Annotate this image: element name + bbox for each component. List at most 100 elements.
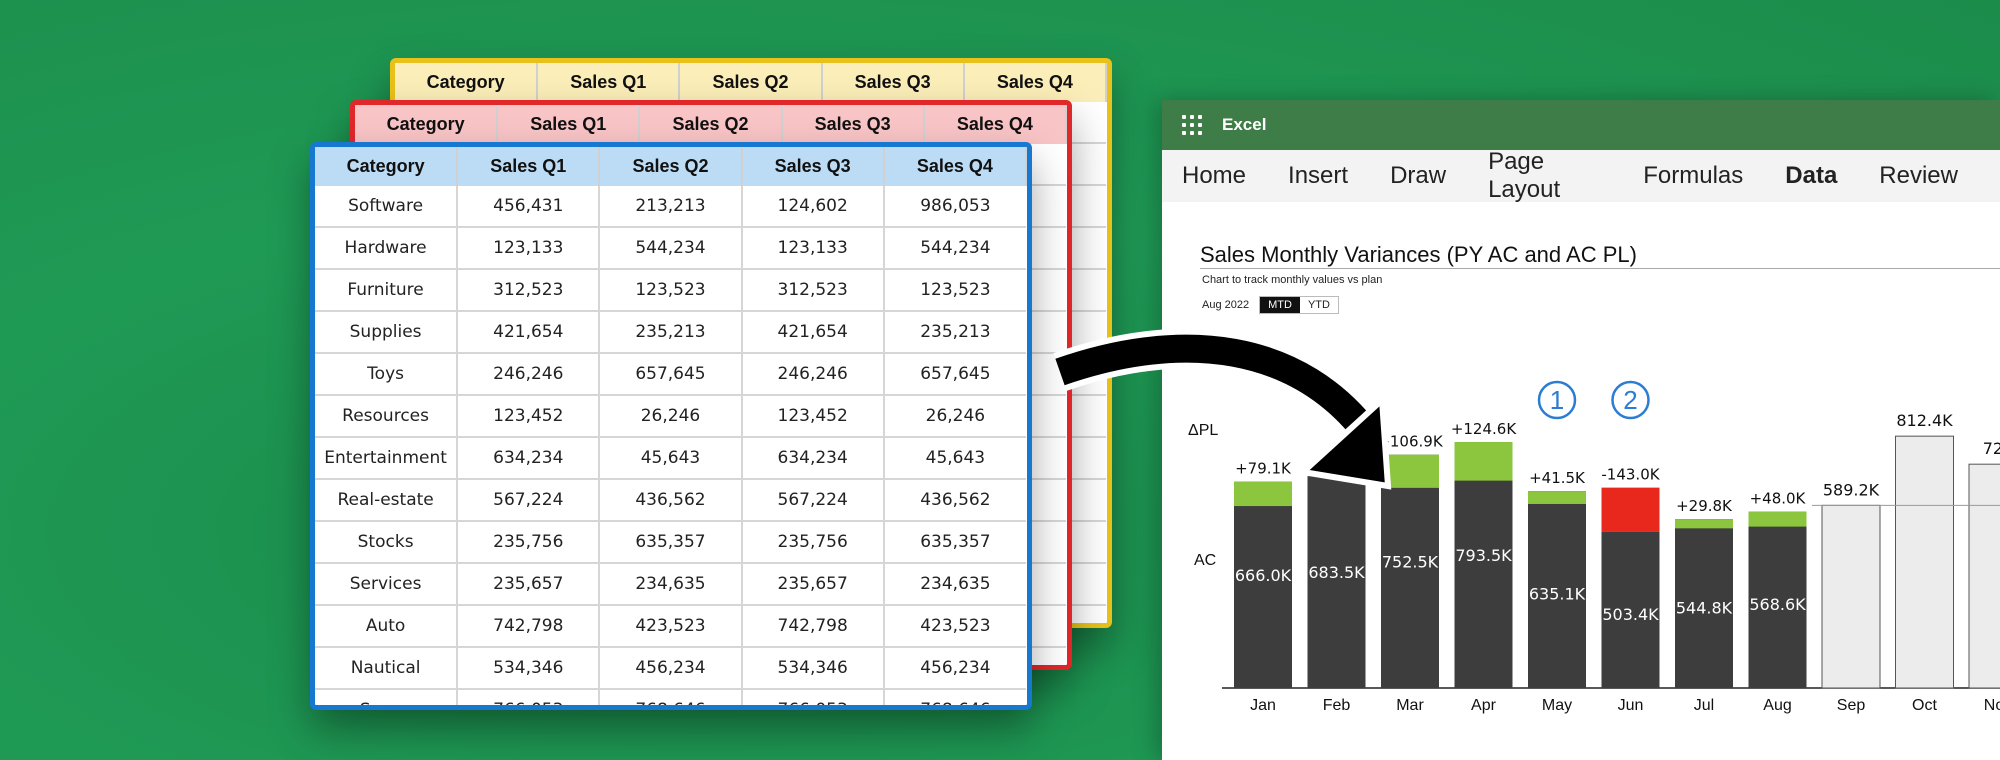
table-cell[interactable]: 635,357 xyxy=(882,521,1026,564)
table-cell[interactable]: 235,756 xyxy=(456,521,601,564)
table-cell[interactable]: Stocks xyxy=(315,521,459,564)
table-cell[interactable]: 456,431 xyxy=(456,186,601,228)
table-cell[interactable]: 124,602 xyxy=(740,186,885,228)
table-cell[interactable]: 456,234 xyxy=(882,647,1026,690)
table-cell[interactable]: 123,523 xyxy=(882,269,1026,312)
table-cell[interactable]: Space xyxy=(315,689,459,705)
bar-value-label: 793.5K xyxy=(1455,546,1512,565)
bar-ac xyxy=(1675,519,1733,688)
bar-delta-positive xyxy=(1234,481,1292,507)
table-cell[interactable]: 742,798 xyxy=(740,605,885,648)
table-cell[interactable]: 768,646 xyxy=(882,689,1026,705)
tab-review[interactable]: Review xyxy=(1879,162,1958,189)
actual-row-label: AC xyxy=(1194,552,1217,569)
table-cell[interactable]: 657,645 xyxy=(882,353,1026,396)
tab-data[interactable]: Data xyxy=(1785,162,1838,189)
table-cell[interactable]: 567,224 xyxy=(456,479,601,522)
table-cell[interactable]: 534,346 xyxy=(456,647,601,690)
table-cell[interactable]: 45,643 xyxy=(598,437,743,480)
table-cell[interactable]: Nautical xyxy=(315,647,459,690)
table-cell[interactable]: 234,635 xyxy=(882,563,1026,606)
table-cell[interactable]: 246,246 xyxy=(456,353,601,396)
table-row: Furniture 312,523 123,523 312,523 123,523 xyxy=(315,269,1026,312)
table-cell[interactable]: 635,357 xyxy=(598,521,743,564)
table-cell[interactable]: 246,246 xyxy=(740,353,885,396)
period-selector: Aug 2022 MTD YTD xyxy=(1202,296,1339,314)
delta-label: +41.5K xyxy=(1529,469,1586,487)
app-launcher-icon[interactable] xyxy=(1182,115,1202,135)
table-cell[interactable]: 45,643 xyxy=(882,437,1026,480)
bar-ac xyxy=(1528,491,1586,688)
table-cell[interactable]: Services xyxy=(315,563,459,606)
middle-header-q3: Sales Q3 xyxy=(781,105,925,144)
table-cell[interactable]: 235,756 xyxy=(740,521,885,564)
table-cell[interactable]: 235,657 xyxy=(740,563,885,606)
table-cell[interactable]: 421,654 xyxy=(456,311,601,354)
table-cell[interactable]: 436,562 xyxy=(882,479,1026,522)
tab-page-layout[interactable]: Page Layout xyxy=(1488,148,1561,203)
table-cell[interactable]: Furniture xyxy=(315,269,459,312)
table-cell[interactable]: Supplies xyxy=(315,311,459,354)
middle-header-category: Category xyxy=(355,105,499,144)
table-row: Auto 742,798 423,523 742,798 423,523 xyxy=(315,605,1026,648)
bar-delta-positive xyxy=(1748,511,1807,527)
table-row: Nautical 534,346 456,234 534,346 456,234 xyxy=(315,647,1026,690)
delta-label: -143.0K xyxy=(1601,466,1660,484)
table-cell[interactable]: 766,053 xyxy=(456,689,601,705)
table-cell[interactable]: 657,645 xyxy=(598,353,743,396)
bar-ac xyxy=(1748,511,1807,688)
table-cell[interactable]: 123,452 xyxy=(456,395,601,438)
table-cell[interactable]: 634,234 xyxy=(740,437,885,480)
ribbon-tabs: Home Insert Draw Page Layout Formulas Da… xyxy=(1162,148,2000,203)
table-cell[interactable]: 567,224 xyxy=(740,479,885,522)
table-cell[interactable]: 123,523 xyxy=(598,269,743,312)
table-cell[interactable]: Hardware xyxy=(315,227,459,270)
header-sales-q4: Sales Q4 xyxy=(883,147,1027,186)
table-cell[interactable]: 768,646 xyxy=(598,689,743,705)
table-cell[interactable]: 421,654 xyxy=(740,311,885,354)
table-cell[interactable]: 235,213 xyxy=(882,311,1026,354)
table-cell[interactable]: 235,213 xyxy=(598,311,743,354)
table-cell[interactable]: 123,133 xyxy=(740,227,885,270)
tab-formulas[interactable]: Formulas xyxy=(1643,162,1744,189)
table-cell[interactable]: Resources xyxy=(315,395,459,438)
table-cell[interactable]: 234,635 xyxy=(598,563,743,606)
table-cell[interactable]: 766,053 xyxy=(740,689,885,705)
mtd-button[interactable]: MTD xyxy=(1260,297,1300,313)
table-cell[interactable]: Real-estate xyxy=(315,479,459,522)
table-cell[interactable]: 312,523 xyxy=(740,269,885,312)
period-label: Aug 2022 xyxy=(1202,299,1250,311)
table-cell[interactable]: 544,234 xyxy=(882,227,1026,270)
table-cell[interactable]: Entertainment xyxy=(315,437,459,480)
table-cell[interactable]: 26,246 xyxy=(598,395,743,438)
table-cell[interactable]: 436,562 xyxy=(598,479,743,522)
table-cell[interactable]: 235,657 xyxy=(456,563,601,606)
table-cell[interactable]: 423,523 xyxy=(598,605,743,648)
bar-ac xyxy=(1307,476,1366,688)
table-cell[interactable]: 544,234 xyxy=(598,227,743,270)
table-cell[interactable]: 123,133 xyxy=(456,227,601,270)
tab-insert[interactable]: Insert xyxy=(1288,162,1349,189)
table-cell[interactable]: 123,452 xyxy=(740,395,885,438)
table-row: Services 235,657 234,635 235,657 234,635 xyxy=(315,563,1026,606)
excel-title-bar: Excel xyxy=(1162,100,2000,150)
table-cell[interactable]: 26,246 xyxy=(882,395,1026,438)
table-cell[interactable]: 456,234 xyxy=(598,647,743,690)
mtd-ytd-toggle: MTD YTD xyxy=(1259,296,1339,314)
table-cell[interactable]: 742,798 xyxy=(456,605,601,648)
table-cell[interactable]: 534,346 xyxy=(740,647,885,690)
table-cell[interactable]: 986,053 xyxy=(882,186,1026,228)
table-cell[interactable]: 312,523 xyxy=(456,269,601,312)
tab-draw[interactable]: Draw xyxy=(1390,162,1447,189)
table-cell[interactable]: 213,213 xyxy=(598,186,743,228)
table-cell[interactable]: Auto xyxy=(315,605,459,648)
tab-home[interactable]: Home xyxy=(1182,162,1247,189)
table-cell[interactable]: Toys xyxy=(315,353,459,396)
variance-chart: 666.0K Jan +79.1K 683.5K Feb 752.5K Mar +106.9K… xyxy=(1222,380,2000,714)
table-cell[interactable]: 423,523 xyxy=(882,605,1026,648)
table-cell[interactable]: Software xyxy=(315,186,459,228)
ytd-button[interactable]: YTD xyxy=(1307,299,1330,311)
chart-title: Sales Monthly Variances (PY AC and AC PL… xyxy=(1200,242,1637,267)
table-cell[interactable]: 634,234 xyxy=(456,437,601,480)
